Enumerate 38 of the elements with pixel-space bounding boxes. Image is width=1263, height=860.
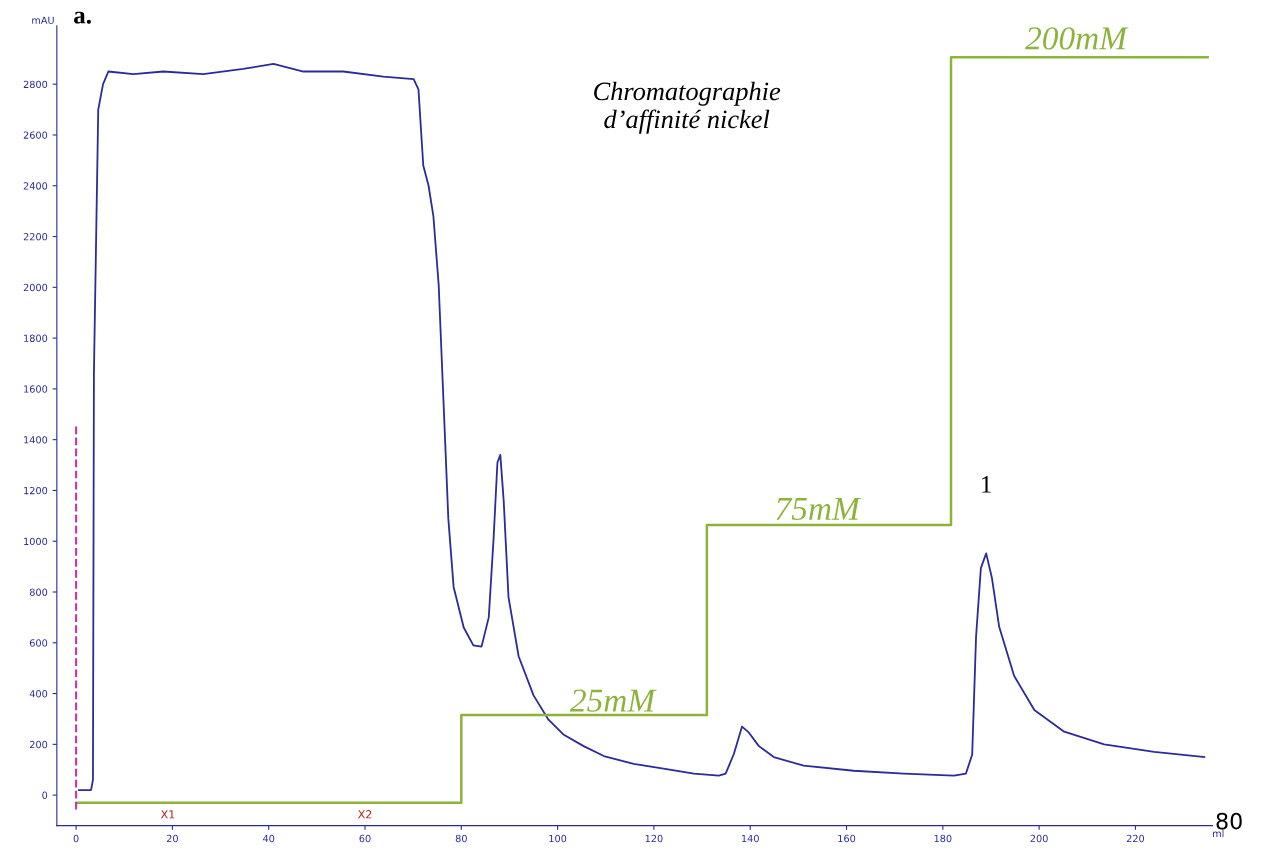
- annotation: 25mM: [569, 689, 657, 712]
- y-tick-label: 600: [29, 639, 48, 647]
- y-tick-label: 1200: [24, 486, 48, 495]
- y-tick-label: 1000: [24, 537, 48, 546]
- y-tick-label: 400: [29, 690, 48, 698]
- y-axis-title: mAU: [32, 16, 54, 24]
- x-tick-label: 40: [262, 834, 275, 843]
- y-tick-label: 0: [42, 791, 48, 799]
- annotation: X1: [160, 810, 175, 819]
- x-tick-label: 180: [934, 834, 952, 843]
- x-tick-label: 0: [73, 834, 79, 843]
- y-tick-label: 2600: [23, 131, 48, 139]
- text: a.: [74, 11, 91, 24]
- y-tick-label: 2400: [23, 182, 48, 190]
- x-axis-title: ml: [1213, 829, 1224, 837]
- text: 80: [1216, 812, 1242, 830]
- y-tick-label: 2800: [23, 80, 48, 89]
- y-tick-label: 1600: [24, 385, 48, 393]
- x-tick-label: 60: [359, 834, 371, 843]
- y-tick-label: 2200: [23, 233, 48, 241]
- y-tick-label: 1400: [24, 436, 48, 444]
- y-tick-label: 1800: [24, 334, 48, 342]
- x-tick-label: 160: [838, 834, 856, 843]
- annotation: 200mM: [1025, 27, 1129, 50]
- x-tick-label: 20: [166, 834, 178, 843]
- y-tick-label: 200: [29, 740, 48, 749]
- y-tick-label: 800: [29, 588, 48, 596]
- y-tick-label: 2000: [23, 283, 48, 292]
- annotation: X2: [358, 810, 372, 819]
- x-tick-label: 100: [549, 834, 567, 843]
- x-tick-label: 140: [742, 834, 759, 843]
- annotation: 75mM: [776, 497, 862, 521]
- text: Chromatographie d’affinité nickel: [594, 81, 781, 134]
- x-tick-label: 120: [645, 834, 663, 843]
- x-tick-label: 220: [1126, 834, 1145, 843]
- x-tick-label: 80: [455, 834, 467, 843]
- annotation: 1: [982, 476, 991, 493]
- x-tick-label: 200: [1030, 834, 1048, 843]
